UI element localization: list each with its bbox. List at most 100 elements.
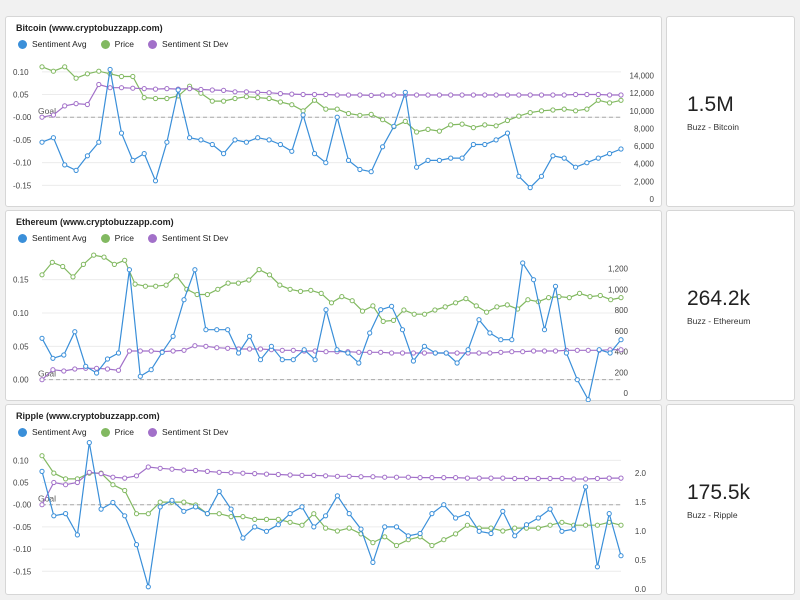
- data-point-sentiment-avg[interactable]: [39, 139, 45, 145]
- data-point-sentiment-avg[interactable]: [73, 167, 79, 173]
- data-point-price[interactable]: [252, 516, 258, 523]
- data-point-price[interactable]: [390, 317, 397, 324]
- data-point-price[interactable]: [289, 102, 295, 108]
- data-point-sentiment-stdev[interactable]: [488, 475, 494, 481]
- data-point-sentiment-stdev[interactable]: [448, 92, 454, 98]
- data-point-sentiment-avg[interactable]: [257, 357, 264, 363]
- data-point-price[interactable]: [323, 106, 329, 112]
- data-point-sentiment-stdev[interactable]: [550, 92, 556, 98]
- data-point-sentiment-stdev[interactable]: [181, 467, 187, 473]
- data-point-price[interactable]: [209, 98, 215, 104]
- data-point-sentiment-avg[interactable]: [72, 329, 78, 335]
- data-point-sentiment-avg[interactable]: [170, 333, 176, 339]
- data-point-sentiment-avg[interactable]: [561, 155, 567, 161]
- data-point-sentiment-stdev[interactable]: [94, 365, 100, 371]
- data-point-price[interactable]: [453, 300, 459, 306]
- data-point-sentiment-avg[interactable]: [356, 360, 362, 366]
- legend-item-price[interactable]: Price: [100, 39, 134, 49]
- data-point-price[interactable]: [221, 98, 227, 104]
- data-point-price[interactable]: [133, 511, 140, 517]
- data-point-sentiment-avg[interactable]: [574, 377, 580, 383]
- data-point-sentiment-avg[interactable]: [547, 506, 553, 512]
- data-point-price[interactable]: [164, 95, 170, 102]
- data-point-sentiment-avg[interactable]: [334, 114, 340, 120]
- data-point-price[interactable]: [287, 286, 293, 292]
- data-point-sentiment-avg[interactable]: [159, 349, 165, 355]
- data-point-price[interactable]: [266, 272, 273, 278]
- data-point-sentiment-avg[interactable]: [618, 146, 624, 152]
- data-point-sentiment-stdev[interactable]: [311, 472, 317, 479]
- data-point-sentiment-avg[interactable]: [122, 513, 128, 519]
- data-point-sentiment-avg[interactable]: [606, 511, 612, 517]
- data-point-sentiment-avg[interactable]: [516, 173, 522, 179]
- data-point-sentiment-stdev[interactable]: [538, 92, 545, 98]
- data-point-sentiment-avg[interactable]: [345, 157, 352, 163]
- data-point-price[interactable]: [235, 280, 241, 286]
- data-point-price[interactable]: [62, 64, 68, 70]
- legend-item-sentiment[interactable]: Sentiment Avg: [18, 39, 87, 49]
- data-point-price[interactable]: [357, 112, 363, 118]
- data-point-sentiment-avg[interactable]: [370, 559, 376, 565]
- data-point-sentiment-stdev[interactable]: [170, 348, 176, 354]
- data-point-sentiment-avg[interactable]: [98, 506, 104, 512]
- data-point-sentiment-stdev[interactable]: [118, 85, 125, 91]
- data-point-sentiment-avg[interactable]: [104, 356, 111, 362]
- data-point-sentiment-avg[interactable]: [367, 330, 373, 336]
- data-point-price[interactable]: [345, 110, 352, 117]
- data-point-sentiment-stdev[interactable]: [476, 475, 482, 481]
- data-point-sentiment-avg[interactable]: [441, 502, 447, 508]
- data-point-sentiment-stdev[interactable]: [531, 348, 537, 354]
- data-point-sentiment-stdev[interactable]: [421, 350, 427, 356]
- data-point-sentiment-stdev[interactable]: [73, 101, 79, 107]
- data-point-price[interactable]: [256, 267, 262, 273]
- data-point-sentiment-avg[interactable]: [421, 343, 427, 349]
- data-point-sentiment-stdev[interactable]: [84, 101, 91, 108]
- data-point-sentiment-stdev[interactable]: [141, 86, 147, 92]
- data-point-sentiment-stdev[interactable]: [594, 475, 601, 482]
- data-point-sentiment-avg[interactable]: [498, 337, 504, 343]
- legend-item-stdev[interactable]: Sentiment St Dev: [148, 427, 228, 437]
- data-point-price[interactable]: [204, 291, 210, 298]
- data-point-price[interactable]: [111, 261, 118, 268]
- data-point-sentiment-avg[interactable]: [402, 89, 408, 95]
- data-point-sentiment-avg[interactable]: [240, 535, 246, 541]
- data-point-price[interactable]: [152, 95, 159, 102]
- data-point-price[interactable]: [299, 522, 305, 528]
- data-point-sentiment-avg[interactable]: [470, 141, 476, 148]
- data-point-price[interactable]: [145, 511, 151, 517]
- data-point-sentiment-stdev[interactable]: [607, 92, 613, 98]
- data-point-price[interactable]: [63, 476, 69, 482]
- data-point-sentiment-avg[interactable]: [500, 508, 506, 514]
- data-point-sentiment-stdev[interactable]: [39, 377, 45, 383]
- data-point-sentiment-stdev[interactable]: [157, 465, 163, 471]
- data-point-sentiment-avg[interactable]: [380, 144, 386, 150]
- data-point-sentiment-avg[interactable]: [594, 564, 601, 570]
- data-point-sentiment-stdev[interactable]: [137, 348, 143, 354]
- data-point-price[interactable]: [300, 108, 306, 114]
- data-point-sentiment-stdev[interactable]: [356, 349, 362, 355]
- data-point-sentiment-stdev[interactable]: [198, 86, 204, 93]
- data-point-sentiment-avg[interactable]: [84, 153, 91, 159]
- data-point-price[interactable]: [308, 287, 314, 293]
- data-point-sentiment-avg[interactable]: [584, 160, 590, 166]
- data-point-price[interactable]: [311, 97, 318, 103]
- data-point-sentiment-stdev[interactable]: [436, 92, 442, 98]
- data-point-sentiment-avg[interactable]: [436, 157, 442, 163]
- data-point-price[interactable]: [587, 294, 593, 300]
- legend-item-price[interactable]: Price: [100, 233, 134, 243]
- data-point-price[interactable]: [80, 261, 87, 268]
- data-point-sentiment-avg[interactable]: [345, 350, 351, 356]
- data-point-price[interactable]: [583, 522, 589, 528]
- data-point-price[interactable]: [359, 308, 366, 314]
- data-point-price[interactable]: [516, 113, 522, 119]
- data-point-price[interactable]: [60, 263, 66, 270]
- legend-item-price[interactable]: Price: [100, 427, 134, 437]
- data-point-price[interactable]: [243, 94, 249, 100]
- data-point-sentiment-avg[interactable]: [563, 350, 570, 356]
- data-point-sentiment-avg[interactable]: [382, 524, 388, 530]
- data-point-sentiment-avg[interactable]: [607, 151, 613, 157]
- data-point-price[interactable]: [494, 304, 500, 310]
- data-point-sentiment-stdev[interactable]: [487, 350, 493, 356]
- data-point-sentiment-stdev[interactable]: [62, 103, 68, 109]
- data-point-sentiment-stdev[interactable]: [410, 350, 416, 356]
